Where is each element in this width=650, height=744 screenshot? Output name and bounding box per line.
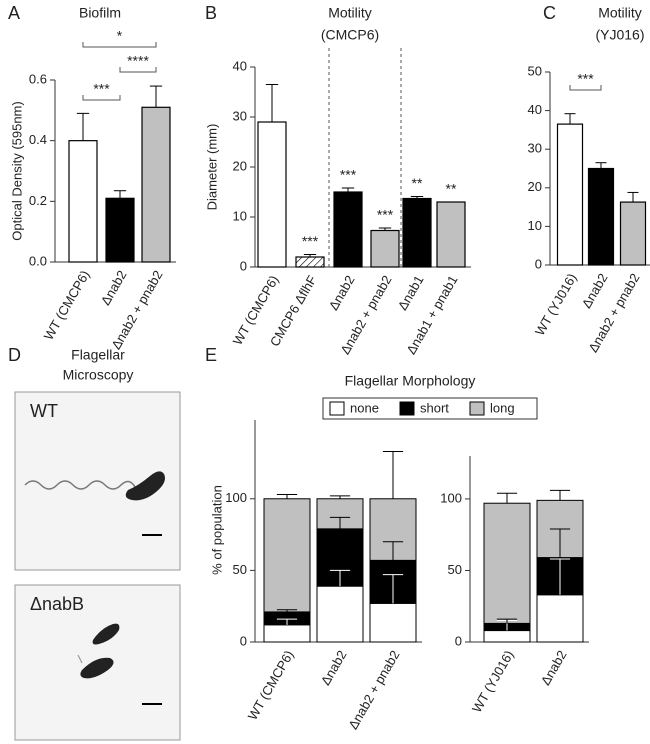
significance-label: *** <box>377 207 394 223</box>
significance-bracket <box>82 95 121 101</box>
legend-label: short <box>420 400 449 415</box>
significance-label: ** <box>446 181 457 197</box>
x-tick-label: Δnab2 <box>326 273 358 313</box>
x-tick-label: WT (YJ016) <box>469 648 517 715</box>
y-axis-label: % of population <box>209 485 224 575</box>
y-tick-label: 40 <box>528 102 542 117</box>
bar <box>295 256 325 268</box>
y-tick-label: 20 <box>233 158 247 173</box>
y-tick-label: 100 <box>440 490 462 505</box>
cell <box>80 657 114 679</box>
bar <box>436 201 466 268</box>
legend-label: long <box>490 400 515 415</box>
x-tick-label: WT (CMCP6) <box>41 268 93 343</box>
image-label: ΔnabB <box>30 594 84 614</box>
significance-label: **** <box>127 53 149 69</box>
significance-label: *** <box>577 71 594 87</box>
significance-label: ** <box>412 175 423 191</box>
x-tick-label: Δnab1 <box>395 273 427 313</box>
panel-title: Motility <box>598 5 642 21</box>
y-tick-label: 20 <box>528 179 542 194</box>
bar <box>587 167 615 266</box>
x-tick-label: Δnab2 <box>98 268 130 308</box>
significance-bracket <box>82 42 157 48</box>
panel-letter: A <box>8 3 20 23</box>
significance-label: *** <box>302 233 319 249</box>
y-tick-label: 0.4 <box>29 132 47 147</box>
y-tick-label: 0.6 <box>29 71 47 86</box>
significance-label: *** <box>93 81 110 97</box>
image-label: WT <box>30 401 58 421</box>
bar <box>370 229 400 268</box>
x-tick-label: Δnab2 + pnab2 <box>345 648 402 732</box>
panel-letter: B <box>205 3 217 23</box>
legend-swatch <box>469 401 485 416</box>
x-tick-label: WT (CMCP6) <box>245 648 297 723</box>
bar-segment <box>536 594 584 643</box>
x-tick-label: Δnab2 <box>318 648 350 688</box>
y-tick-label: 30 <box>233 108 247 123</box>
x-tick-label: WT (YJ016) <box>532 271 580 338</box>
cell <box>92 623 120 645</box>
bar <box>556 123 584 266</box>
panel-subtitle: Microscopy <box>63 367 134 383</box>
y-tick-label: 0 <box>535 256 542 271</box>
significance-label: * <box>117 28 123 44</box>
bar <box>141 106 171 263</box>
bar <box>105 197 135 263</box>
panel-title: Flagellar Morphology <box>345 373 476 389</box>
bar <box>333 191 363 268</box>
panel-letter: C <box>543 3 556 23</box>
panel-title: Biofilm <box>79 5 121 21</box>
legend-label: none <box>350 400 379 415</box>
panel-title: Flagellar <box>71 347 125 363</box>
panel-subtitle: (CMCP6) <box>321 27 379 43</box>
bar <box>619 201 647 266</box>
microscopy-panel: D Flagellar Microscopy WT ΔnabB <box>8 345 181 741</box>
y-tick-label: 0 <box>240 258 247 273</box>
x-tick-label: Δnab2 <box>579 271 611 311</box>
y-tick-label: 50 <box>233 562 247 577</box>
x-tick-label: Δnab2 <box>538 648 570 688</box>
bar-segment <box>263 624 311 643</box>
panel-letter: D <box>8 345 21 365</box>
y-tick-label: 100 <box>225 490 247 505</box>
cell <box>125 471 165 501</box>
y-tick-label: 10 <box>233 208 247 223</box>
significance-bracket <box>569 85 602 91</box>
y-tick-label: 10 <box>528 218 542 233</box>
panel-subtitle: (YJ016) <box>595 27 644 43</box>
y-axis-label: Optical Density (595nm) <box>9 101 24 240</box>
y-tick-label: 0.2 <box>29 193 47 208</box>
bar <box>257 121 287 268</box>
image-frame <box>14 584 181 741</box>
y-tick-label: 50 <box>528 63 542 78</box>
bar <box>68 140 98 263</box>
significance-bracket <box>119 67 157 73</box>
y-tick-label: 30 <box>528 141 542 156</box>
bar-segment <box>483 630 531 643</box>
panel-title: Motility <box>328 5 372 21</box>
y-tick-label: 0 <box>240 633 247 648</box>
y-tick-label: 40 <box>233 58 247 73</box>
flagellum <box>77 654 83 664</box>
y-tick-label: 50 <box>448 562 462 577</box>
bar <box>402 197 432 268</box>
bar-segment <box>263 498 311 613</box>
legend-swatch <box>399 401 415 416</box>
y-tick-label: 0 <box>455 633 462 648</box>
y-tick-label: 0.0 <box>29 253 47 268</box>
panel-letter: E <box>205 345 217 365</box>
bar-segment <box>483 502 531 624</box>
legend-swatch <box>329 401 345 416</box>
flagellum <box>24 480 136 490</box>
significance-label: *** <box>340 167 357 183</box>
bar-segment <box>369 602 417 643</box>
y-axis-label: Diameter (mm) <box>204 124 219 211</box>
bar-segment <box>316 585 364 643</box>
